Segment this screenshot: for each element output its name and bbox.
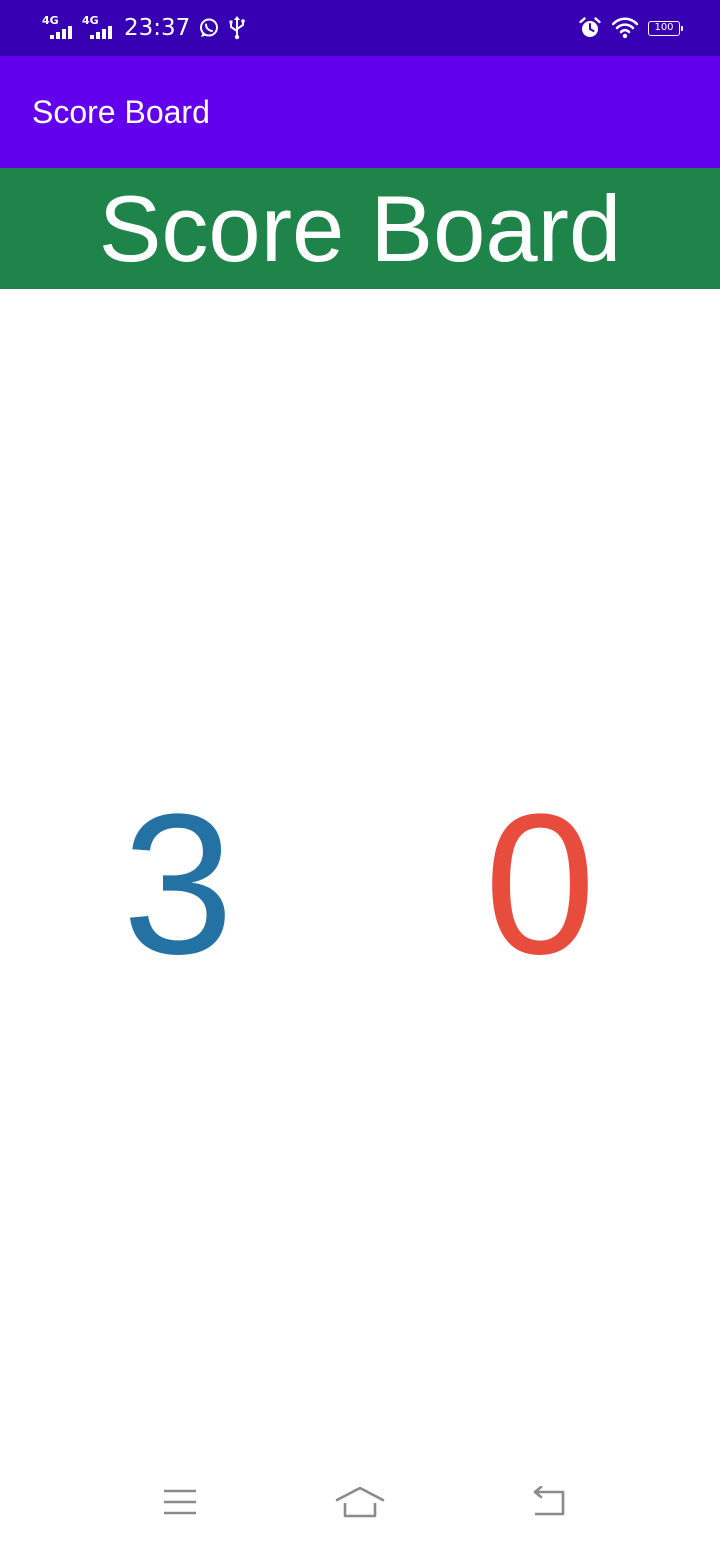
sim2-network-type: 4G	[82, 14, 99, 27]
app-bar: Score Board	[0, 56, 720, 168]
status-left: 4G 4G 23:37	[42, 14, 246, 42]
right-score[interactable]: 0	[484, 773, 596, 996]
status-time: 23:37	[124, 15, 191, 41]
menu-icon	[164, 1489, 196, 1515]
battery-icon: 100	[648, 20, 683, 36]
battery-level: 100	[654, 22, 674, 33]
home-icon	[335, 1486, 385, 1518]
whatsapp-icon	[200, 18, 219, 37]
status-bar: 4G 4G 23:37	[0, 0, 720, 56]
wifi-icon	[612, 17, 638, 39]
alarm-icon	[579, 17, 601, 37]
sim1-signal-icon: 4G	[42, 15, 74, 41]
navigation-bar	[0, 1460, 720, 1544]
app-bar-title: Score Board	[32, 94, 210, 130]
back-button[interactable]	[519, 1478, 579, 1526]
sim1-network-type: 4G	[42, 14, 59, 27]
banner-title: Score Board	[98, 175, 622, 281]
home-button[interactable]	[330, 1478, 390, 1526]
score-board-banner: Score Board	[0, 168, 720, 289]
status-right: 100	[578, 14, 683, 42]
back-icon	[533, 1486, 565, 1516]
left-score[interactable]: 3	[122, 773, 234, 996]
usb-icon	[229, 16, 246, 40]
sim2-signal-icon: 4G	[82, 15, 114, 41]
recent-apps-button[interactable]	[150, 1478, 210, 1526]
sim2-signal-bars	[90, 26, 112, 39]
sim1-signal-bars	[50, 26, 72, 39]
